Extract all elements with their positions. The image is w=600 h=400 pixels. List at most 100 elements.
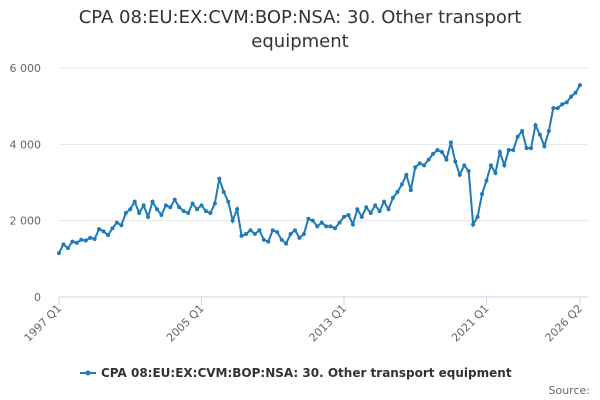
point bbox=[252, 232, 257, 237]
point bbox=[208, 211, 213, 216]
point bbox=[395, 190, 400, 195]
point bbox=[270, 228, 275, 233]
point bbox=[524, 146, 529, 151]
point bbox=[70, 239, 75, 244]
point bbox=[431, 151, 436, 156]
point bbox=[390, 195, 395, 200]
x-tick-label: 2026 Q2 bbox=[543, 302, 586, 345]
point bbox=[217, 176, 222, 181]
point bbox=[569, 94, 574, 99]
point bbox=[422, 163, 427, 168]
point bbox=[239, 233, 244, 238]
x-tick-label: 1997 Q1 bbox=[22, 302, 65, 345]
point bbox=[341, 214, 346, 219]
point bbox=[101, 229, 106, 234]
source: Source: bbox=[549, 384, 591, 397]
point bbox=[163, 203, 168, 208]
point bbox=[542, 144, 547, 149]
point bbox=[484, 178, 489, 183]
point bbox=[573, 90, 578, 95]
point bbox=[386, 207, 391, 212]
point bbox=[488, 163, 493, 168]
series-line bbox=[58, 84, 581, 254]
point bbox=[74, 240, 79, 245]
point bbox=[493, 170, 498, 175]
point bbox=[466, 169, 471, 174]
point bbox=[537, 132, 542, 137]
point bbox=[306, 216, 311, 221]
point bbox=[364, 205, 369, 210]
point bbox=[417, 161, 422, 166]
point bbox=[181, 209, 186, 214]
y-tick-label: 0 bbox=[34, 291, 41, 304]
point bbox=[92, 236, 97, 241]
point bbox=[248, 228, 253, 233]
point bbox=[551, 106, 556, 111]
point bbox=[105, 233, 110, 238]
point bbox=[324, 224, 329, 229]
point bbox=[368, 211, 373, 216]
point bbox=[226, 199, 231, 204]
point bbox=[435, 148, 440, 153]
point bbox=[310, 218, 315, 223]
point bbox=[172, 197, 177, 202]
point bbox=[244, 232, 249, 237]
point bbox=[186, 211, 191, 216]
point bbox=[333, 226, 338, 231]
legend-symbol-dot bbox=[85, 370, 91, 376]
point bbox=[88, 235, 93, 240]
point bbox=[235, 207, 240, 212]
x-tick-label: 2013 Q1 bbox=[307, 302, 350, 345]
point bbox=[350, 222, 355, 227]
y-tick-label: 6 000 bbox=[10, 62, 42, 75]
point bbox=[319, 220, 324, 225]
x-tick-label: 2005 Q1 bbox=[164, 302, 207, 345]
point bbox=[497, 149, 502, 154]
point bbox=[297, 235, 302, 240]
point bbox=[279, 237, 284, 242]
point bbox=[404, 172, 409, 177]
point bbox=[529, 146, 534, 151]
point bbox=[301, 232, 306, 237]
point bbox=[453, 159, 458, 164]
point bbox=[123, 211, 128, 216]
point bbox=[444, 157, 449, 162]
point bbox=[275, 230, 280, 235]
point bbox=[199, 203, 204, 208]
point bbox=[83, 238, 88, 243]
point bbox=[61, 242, 66, 247]
point bbox=[288, 232, 293, 237]
point bbox=[203, 209, 208, 214]
point bbox=[555, 106, 560, 111]
point bbox=[257, 228, 262, 233]
point bbox=[97, 227, 102, 232]
point bbox=[328, 224, 333, 229]
point bbox=[221, 190, 226, 195]
point bbox=[506, 148, 511, 153]
point bbox=[462, 163, 467, 168]
point bbox=[150, 199, 155, 204]
point bbox=[480, 191, 485, 196]
point bbox=[359, 214, 364, 219]
point bbox=[114, 220, 119, 225]
point bbox=[154, 207, 159, 212]
point bbox=[212, 201, 217, 206]
point bbox=[141, 203, 146, 208]
point bbox=[65, 246, 70, 251]
point bbox=[119, 223, 124, 228]
point bbox=[337, 220, 342, 225]
point bbox=[128, 207, 133, 212]
point bbox=[439, 149, 444, 154]
point bbox=[546, 128, 551, 133]
point bbox=[315, 224, 320, 229]
y-tick-label: 2 000 bbox=[10, 215, 42, 228]
point bbox=[146, 214, 151, 219]
point bbox=[413, 165, 418, 170]
point bbox=[533, 123, 538, 128]
chart-title: CPA 08:EU:EX:CVM:BOP:NSA: 30. Other tran… bbox=[78, 7, 522, 52]
point bbox=[502, 163, 507, 168]
point bbox=[346, 212, 351, 217]
point bbox=[355, 207, 360, 212]
